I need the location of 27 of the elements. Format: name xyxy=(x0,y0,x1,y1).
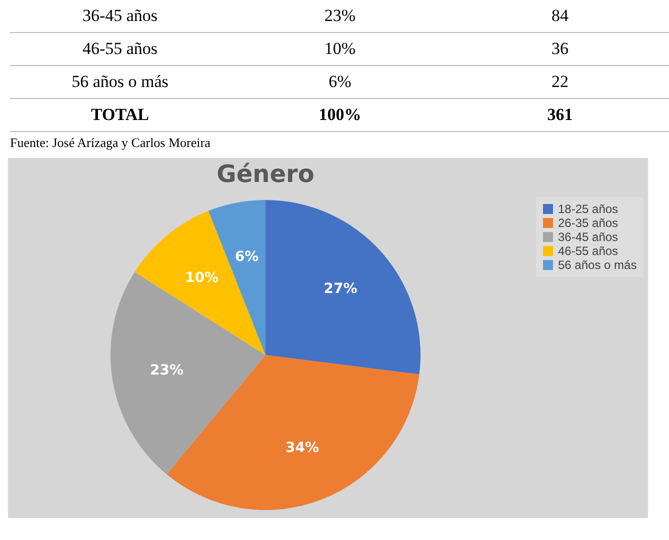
source-note: Fuente: José Arízaga y Carlos Moreira xyxy=(10,135,212,151)
text: 6% xyxy=(230,66,450,98)
text: 56 años o más xyxy=(10,66,230,98)
text: 84 xyxy=(450,0,669,32)
legend-label: 36-45 años xyxy=(558,230,618,244)
legend-label: 26-35 años xyxy=(558,216,618,230)
pie-slice xyxy=(110,272,266,474)
data-label: 10% xyxy=(185,270,219,286)
data-label: 23% xyxy=(150,362,184,379)
data-label: 34% xyxy=(286,440,320,456)
text: 23% xyxy=(230,0,450,32)
text: 361 xyxy=(450,98,669,132)
pie-slice xyxy=(134,210,266,355)
pie-slice xyxy=(266,200,420,374)
text: 46-55 años xyxy=(10,32,230,66)
text: 10% xyxy=(230,32,450,66)
data-label: 27% xyxy=(324,280,358,297)
data-label: 6% xyxy=(234,248,259,265)
legend-label: 18-25 años xyxy=(558,202,618,216)
legend-label: 46-55 años xyxy=(558,244,618,258)
text: 36 xyxy=(450,32,669,66)
legend-label: 56 años o más xyxy=(558,258,637,272)
text: TOTAL xyxy=(10,98,230,132)
chart-title: Género xyxy=(216,160,314,188)
text: 36-45 años xyxy=(10,0,230,32)
text: 100% xyxy=(230,98,450,132)
text: 22 xyxy=(450,66,669,98)
